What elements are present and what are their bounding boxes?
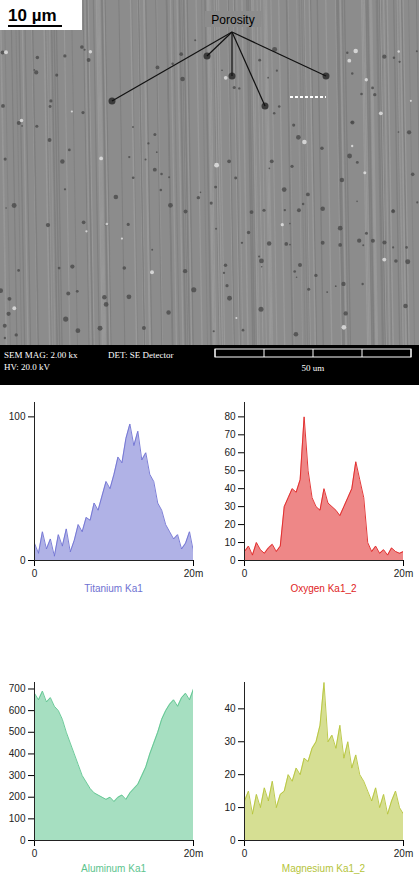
svg-text:10 µm: 10 µm: [8, 6, 57, 25]
svg-text:100: 100: [9, 411, 26, 422]
svg-text:20: 20: [224, 519, 236, 530]
svg-text:20m: 20m: [184, 568, 203, 579]
svg-text:60: 60: [224, 447, 236, 458]
svg-text:0: 0: [32, 848, 38, 859]
svg-text:30: 30: [224, 736, 236, 747]
svg-text:0: 0: [242, 848, 248, 859]
svg-text:20m: 20m: [394, 568, 413, 579]
svg-text:40: 40: [224, 483, 236, 494]
html-text:Magnesium Ka1_2: Magnesium Ka1_2: [281, 863, 366, 874]
svg-text:0: 0: [230, 835, 236, 846]
svg-text:50 um: 50 um: [302, 363, 325, 373]
svg-text:DET: SE Detector: DET: SE Detector: [108, 350, 174, 360]
svg-text:500: 500: [9, 726, 26, 737]
svg-text:400: 400: [9, 748, 26, 759]
svg-text:10: 10: [224, 802, 236, 813]
svg-text:HV: 20.0 kV: HV: 20.0 kV: [4, 362, 51, 372]
svg-text:0: 0: [32, 568, 38, 579]
svg-text:50: 50: [224, 465, 236, 476]
svg-text:0: 0: [230, 555, 236, 566]
svg-text:200: 200: [9, 791, 26, 802]
svg-text:100: 100: [9, 813, 26, 824]
svg-text:Porosity: Porosity: [211, 13, 254, 27]
html-text:Aluminum Ka1: Aluminum Ka1: [81, 863, 146, 874]
svg-text:70: 70: [224, 429, 236, 440]
svg-text:30: 30: [224, 501, 236, 512]
svg-text:600: 600: [9, 705, 26, 716]
svg-text:SEM MAG: 2.00 kx: SEM MAG: 2.00 kx: [4, 350, 78, 360]
html-text:Oxygen Ka1_2: Oxygen Ka1_2: [290, 583, 357, 594]
svg-text:20m: 20m: [184, 848, 203, 859]
svg-text:80: 80: [224, 411, 236, 422]
svg-text:40: 40: [224, 703, 236, 714]
svg-text:0: 0: [20, 555, 26, 566]
svg-text:0: 0: [242, 568, 248, 579]
svg-text:0: 0: [20, 835, 26, 846]
svg-text:20m: 20m: [394, 848, 413, 859]
svg-text:700: 700: [9, 683, 26, 694]
html-text:Titanium Ka1: Titanium Ka1: [84, 583, 143, 594]
svg-text:300: 300: [9, 770, 26, 781]
svg-text:10: 10: [224, 537, 236, 548]
svg-text:20: 20: [224, 769, 236, 780]
